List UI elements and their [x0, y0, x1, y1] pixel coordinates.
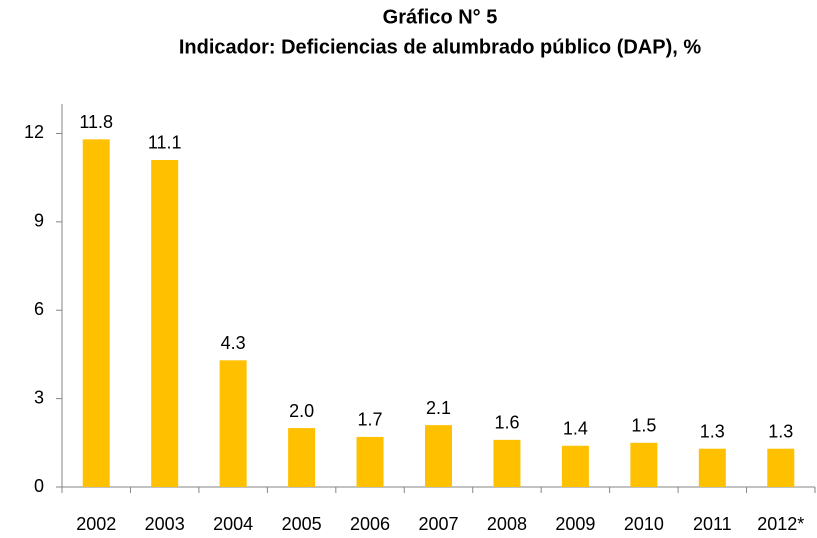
value-label: 11.1: [148, 133, 182, 153]
value-label: 4.3: [221, 333, 246, 353]
y-tick-label: 12: [24, 122, 44, 142]
x-tick-label: 2011: [693, 514, 732, 534]
bar: [630, 442, 658, 487]
value-label: 1.3: [768, 421, 793, 441]
bar: [219, 360, 247, 487]
value-label: 1.7: [358, 410, 383, 430]
value-label: 2.1: [426, 398, 451, 418]
bar: [151, 159, 179, 487]
value-label: 11.8: [79, 112, 113, 132]
y-tick-label: 3: [34, 387, 44, 407]
x-tick-label: 2002: [76, 514, 116, 534]
x-tick-label: 2007: [418, 514, 458, 534]
bar: [561, 445, 589, 487]
value-label: 1.3: [700, 421, 725, 441]
value-label: 1.4: [563, 419, 588, 439]
chart-subtitle: Indicador: Deficiencias de alumbrado púb…: [179, 36, 702, 58]
chart-title: Gráfico N° 5: [383, 6, 498, 28]
bar: [82, 139, 110, 487]
y-tick-label: 6: [34, 299, 44, 319]
x-tick-label: 2006: [350, 514, 390, 534]
value-label: 1.5: [631, 416, 656, 436]
x-tick-label: 2005: [282, 514, 322, 534]
bar: [425, 425, 452, 487]
y-tick-label: 9: [34, 211, 44, 231]
bar: [493, 439, 521, 487]
x-tick-label: 2012*: [757, 514, 804, 534]
x-tick-label: 2008: [487, 514, 527, 534]
value-label: 2.0: [289, 401, 314, 421]
bar: [288, 428, 316, 487]
bar: [356, 436, 384, 487]
bar: [767, 448, 795, 487]
value-label: 1.6: [494, 413, 519, 433]
x-tick-label: 2003: [145, 514, 185, 534]
y-tick-label: 0: [34, 476, 44, 496]
x-tick-label: 2009: [555, 514, 595, 534]
x-tick-label: 2010: [624, 514, 664, 534]
bar: [698, 448, 726, 487]
x-tick-label: 2004: [213, 514, 253, 534]
